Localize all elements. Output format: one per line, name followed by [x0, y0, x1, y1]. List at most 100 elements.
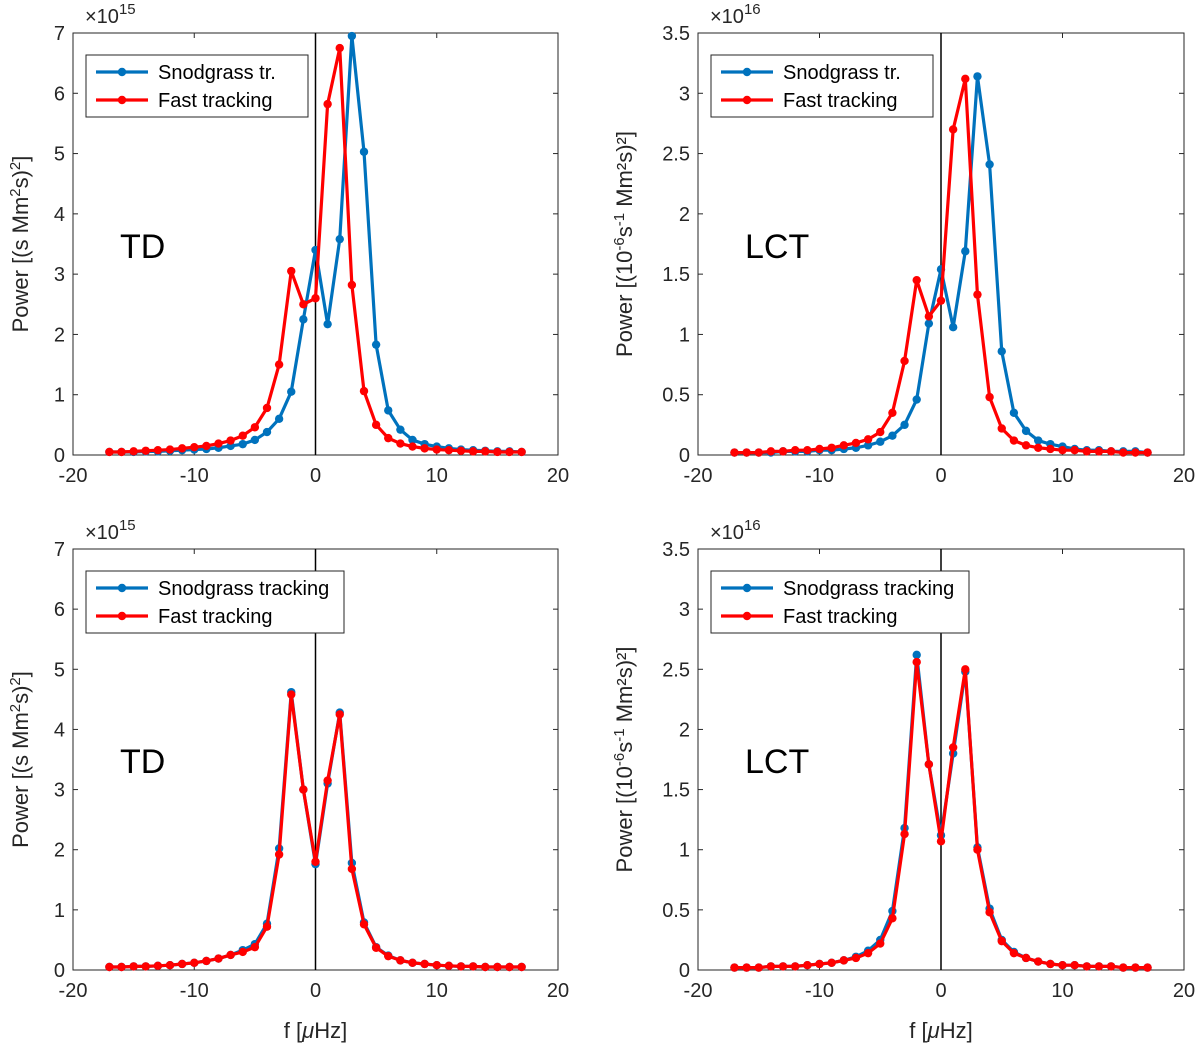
- y-tick-label: 1: [679, 324, 690, 346]
- data-point: [396, 956, 405, 965]
- data-point: [141, 962, 150, 971]
- data-point: [863, 441, 873, 450]
- data-point: [766, 962, 776, 971]
- y-tick-label: 4: [54, 719, 65, 741]
- legend-entry: Fast tracking: [158, 90, 272, 112]
- data-point: [226, 950, 235, 960]
- data-point: [311, 857, 320, 866]
- data-point: [1021, 953, 1031, 963]
- data-point: [912, 650, 921, 660]
- data-point: [827, 443, 836, 452]
- x-tick-label: 10: [1051, 980, 1073, 1002]
- legend-swatch-marker: [742, 67, 752, 77]
- x-tick-label: -10: [180, 980, 209, 1002]
- data-point: [323, 776, 332, 785]
- data-point: [1106, 447, 1116, 456]
- data-point: [900, 420, 909, 430]
- data-point: [226, 436, 235, 445]
- data-point: [165, 445, 175, 454]
- data-point: [177, 444, 187, 453]
- data-point: [948, 322, 958, 332]
- data-point: [1021, 441, 1031, 450]
- data-point: [262, 922, 272, 931]
- data-point: [274, 414, 284, 424]
- data-point: [408, 958, 417, 967]
- data-point: [791, 962, 800, 971]
- data-point: [129, 447, 138, 456]
- data-point: [347, 864, 357, 874]
- data-point: [936, 837, 946, 846]
- data-point: [1046, 444, 1055, 454]
- y-tick-label: 0: [54, 445, 65, 467]
- y-tick-label: 0: [679, 445, 690, 467]
- data-point: [250, 423, 260, 432]
- data-point: [766, 447, 776, 456]
- data-point: [517, 447, 526, 457]
- data-point: [384, 406, 393, 415]
- y-tick-label: 2.5: [662, 144, 690, 166]
- data-point: [347, 31, 357, 41]
- data-point: [754, 963, 763, 972]
- data-point: [827, 958, 836, 967]
- y-tick-label: 6: [54, 83, 65, 105]
- y-tick-label: 3.5: [662, 539, 690, 561]
- data-point: [961, 665, 970, 674]
- data-point: [912, 657, 921, 667]
- data-point: [347, 280, 357, 290]
- data-point: [742, 963, 751, 972]
- y-tick-label: 4: [54, 204, 65, 226]
- data-point: [924, 760, 934, 769]
- data-point: [493, 447, 502, 457]
- data-point: [1058, 960, 1067, 970]
- x-tick-label: -20: [684, 980, 713, 1002]
- data-point: [420, 959, 429, 969]
- data-point: [876, 427, 885, 437]
- legend-swatch-marker: [742, 95, 752, 105]
- legend-swatch-marker: [117, 583, 127, 593]
- data-point: [238, 431, 247, 440]
- y-tick-label: 0.5: [662, 385, 690, 407]
- panel-bottom-left: -20 -10 0 10 20 0 1 2 3 4 5 6 7 ×1015 Power [(s Mm2s)2…: [7, 517, 569, 1002]
- data-point: [105, 447, 114, 457]
- panel-bottom-right: -20 -10 0 10 20 0 0.5 1 1.5 2 2.5 3 3.5 ×1016 Power [(…: [611, 517, 1195, 1002]
- y-exponent-label: ×1016: [710, 517, 761, 544]
- y-tick-label: 0.5: [662, 900, 690, 922]
- x-tick-label: 20: [547, 980, 569, 1002]
- x-tick-label: 10: [1051, 465, 1073, 487]
- y-tick-label: 3.5: [662, 23, 690, 45]
- y-axis-label: Power [(s Mm2s)2]: [7, 671, 33, 848]
- data-point: [803, 445, 812, 455]
- x-tick-label: -20: [59, 980, 88, 1002]
- data-point: [117, 962, 126, 972]
- y-tick-label: 3: [54, 780, 65, 802]
- data-point: [1119, 963, 1128, 972]
- data-point: [481, 962, 490, 972]
- data-point: [730, 963, 739, 972]
- x-tick-label: -20: [684, 465, 713, 487]
- data-point: [444, 445, 454, 455]
- data-point: [105, 962, 114, 972]
- data-point: [153, 445, 163, 455]
- data-point: [1058, 445, 1067, 455]
- data-point: [888, 431, 897, 440]
- y-tick-label: 2: [679, 204, 690, 226]
- data-point: [335, 710, 344, 719]
- legend-swatch-marker: [742, 611, 752, 621]
- data-point: [1009, 436, 1019, 445]
- x-tick-label: -10: [805, 980, 834, 1002]
- data-point: [335, 43, 344, 53]
- data-point: [141, 446, 150, 455]
- data-point: [1119, 448, 1128, 457]
- data-point: [190, 958, 199, 967]
- data-point: [250, 435, 260, 445]
- data-point: [973, 290, 982, 299]
- data-point: [1094, 447, 1104, 456]
- data-point: [1009, 408, 1019, 417]
- y-tick-label: 6: [54, 599, 65, 621]
- data-point: [754, 448, 763, 457]
- data-point: [961, 247, 970, 256]
- data-point: [396, 425, 405, 434]
- legend-box: [85, 570, 345, 634]
- y-tick-label: 3: [54, 264, 65, 286]
- y-tick-label: 5: [54, 144, 65, 166]
